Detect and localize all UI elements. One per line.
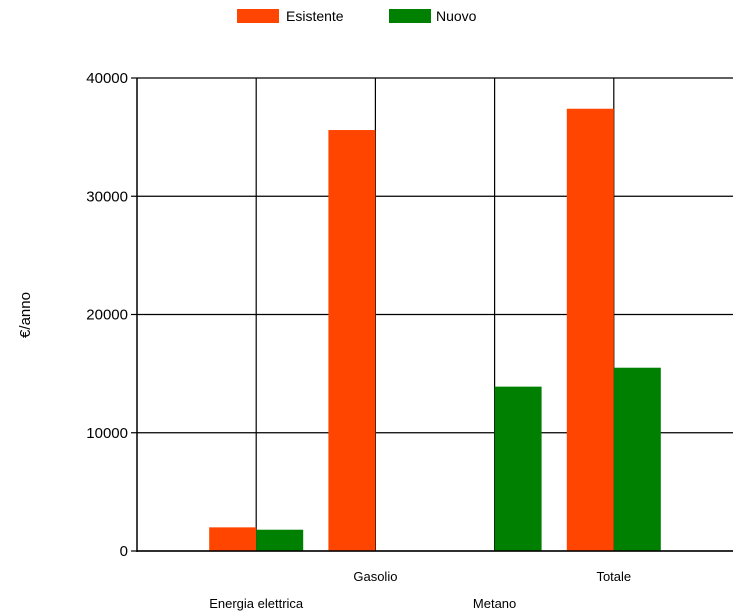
- category-label-0: Energia elettrica: [209, 596, 304, 611]
- category-label-3: Totale: [596, 569, 631, 584]
- y-tick-label-1: 10000: [86, 425, 128, 442]
- bar-esistente-3: [566, 108, 614, 552]
- category-label-1: Gasolio: [353, 569, 397, 584]
- category-labels: Energia elettrica Gasolio Metano Totale: [209, 569, 631, 611]
- legend-swatch-nuovo: [389, 9, 431, 23]
- legend-label-nuovo: Nuovo: [436, 8, 477, 24]
- legend: Esistente Nuovo: [237, 8, 477, 24]
- y-tick-label-3: 30000: [86, 188, 128, 205]
- category-label-2: Metano: [473, 596, 516, 611]
- y-tick-label-0: 0: [120, 543, 128, 560]
- bar-nuovo-3: [613, 367, 661, 551]
- bar-nuovo-2: [494, 386, 542, 551]
- bar-nuovo-0: [256, 529, 304, 551]
- y-tick-label-4: 40000: [86, 70, 128, 87]
- bars: [209, 108, 661, 552]
- legend-swatch-esistente: [237, 9, 279, 23]
- y-tick-labels: 0 10000 20000 30000 40000: [86, 70, 137, 560]
- legend-label-esistente: Esistente: [286, 8, 344, 24]
- y-tick-label-2: 20000: [86, 307, 128, 324]
- bar-esistente-0: [209, 527, 257, 551]
- bar-esistente-1: [328, 130, 376, 551]
- y-axis-title: €/anno: [17, 292, 34, 338]
